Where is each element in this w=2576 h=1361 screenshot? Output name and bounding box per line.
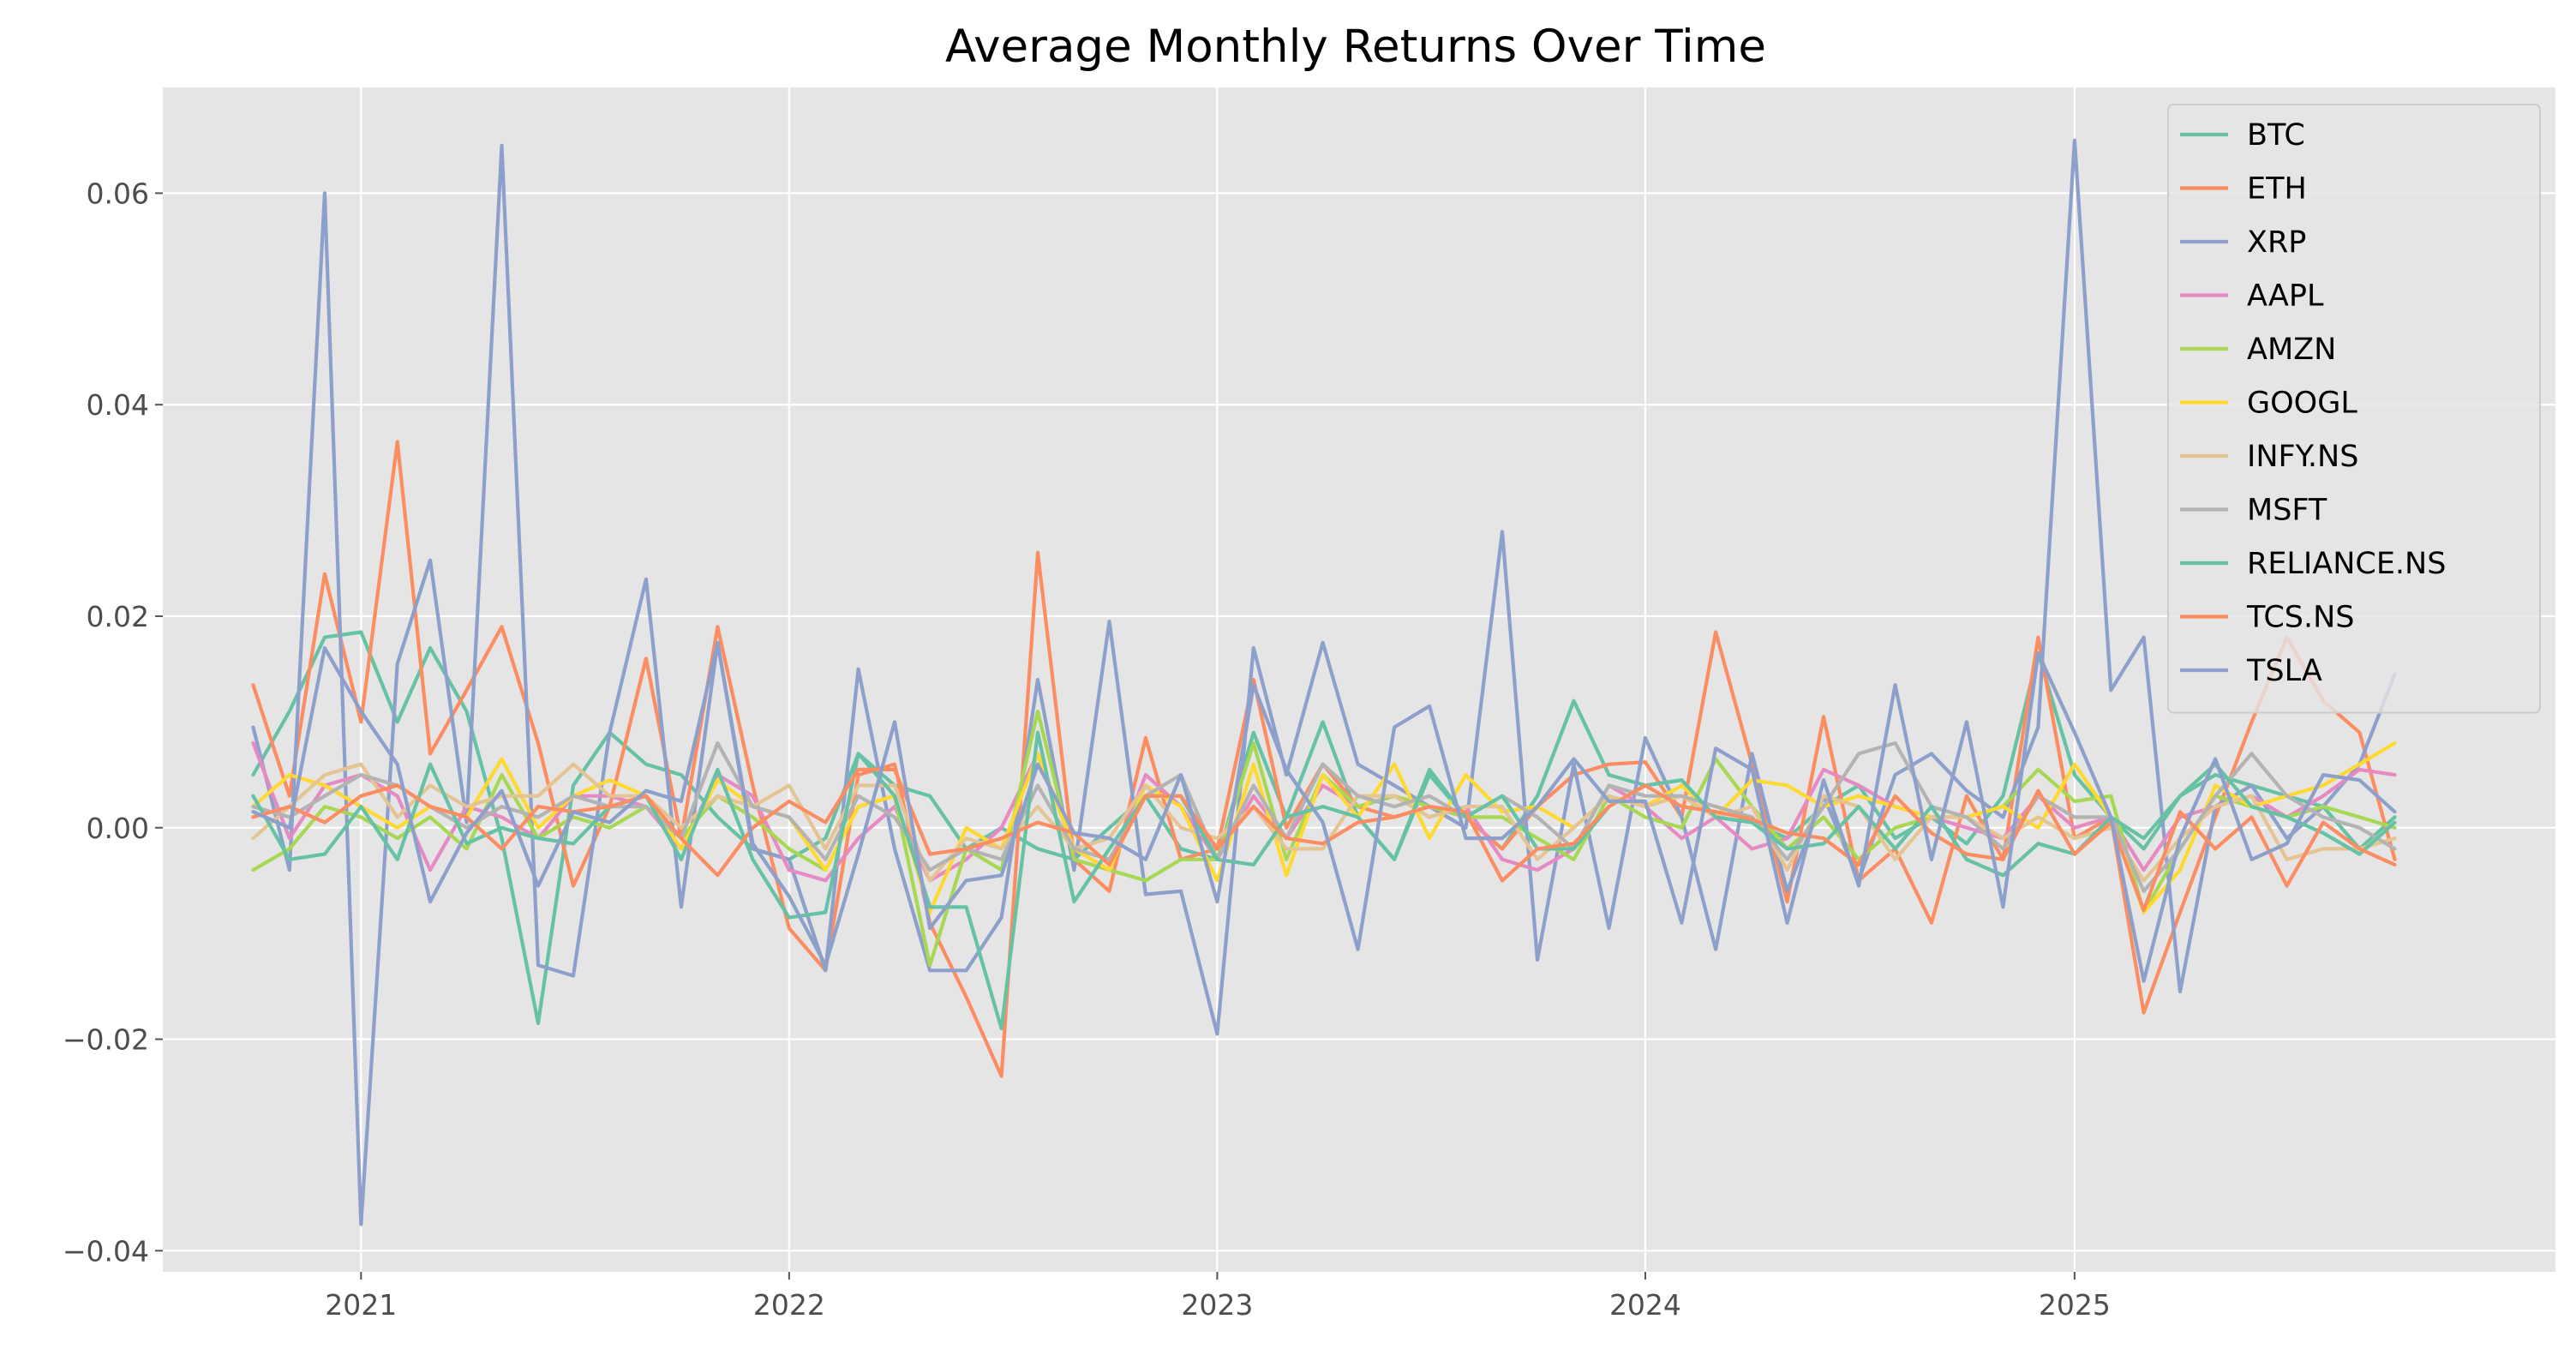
y-tick-label: 0.04: [87, 388, 149, 422]
y-tick-label: −0.04: [63, 1234, 149, 1268]
legend: BTC ETH XRP AAPL AMZN GOOGL INFY.NS MSFT RELIANC…: [2167, 104, 2541, 714]
legend-label-amzn: AMZN: [2247, 333, 2336, 367]
series-line-xrp: [251, 138, 2397, 1226]
y-tick-label: 0.00: [87, 812, 149, 845]
plot-area: [163, 87, 2555, 1272]
y-tick-label: 0.06: [87, 177, 149, 210]
axes: −0.04 −0.02 0.00 0.02 0.04 0.06 2021 2022 2023 20…: [63, 177, 2111, 1322]
legend-label-btc: BTC: [2247, 118, 2305, 153]
legend-label-reliance-ns: RELIANCE.NS: [2247, 547, 2446, 581]
x-tick-label: 2024: [1609, 1288, 1681, 1322]
chart-title: Average Monthly Returns Over Time: [945, 21, 1766, 73]
series-layer: [251, 138, 2397, 1226]
legend-label-googl: GOOGL: [2247, 387, 2357, 421]
legend-label-infy-ns: INFY.NS: [2247, 440, 2358, 474]
y-tick-label: 0.02: [87, 600, 149, 633]
x-tick-label: 2022: [753, 1288, 825, 1322]
series-line-tcs-ns: [251, 767, 2397, 913]
grid: [163, 87, 2555, 1272]
x-tick-label: 2025: [2039, 1288, 2111, 1322]
legend-label-msft: MSFT: [2247, 494, 2327, 528]
legend-label-tsla: TSLA: [2246, 654, 2322, 688]
series-line-tsla: [251, 640, 2397, 983]
legend-label-xrp: XRP: [2247, 225, 2306, 260]
x-tick-label: 2023: [1181, 1288, 1253, 1322]
series-line-googl: [251, 740, 2397, 914]
x-tick-label: 2021: [325, 1288, 397, 1322]
legend-label-aapl: AAPL: [2247, 279, 2324, 314]
legend-label-tcs-ns: TCS.NS: [2246, 601, 2355, 635]
legend-label-eth: ETH: [2247, 172, 2307, 207]
legend-box: [2167, 104, 2541, 714]
y-tick-label: −0.02: [63, 1023, 149, 1057]
series-line-infy-ns: [251, 762, 2397, 883]
